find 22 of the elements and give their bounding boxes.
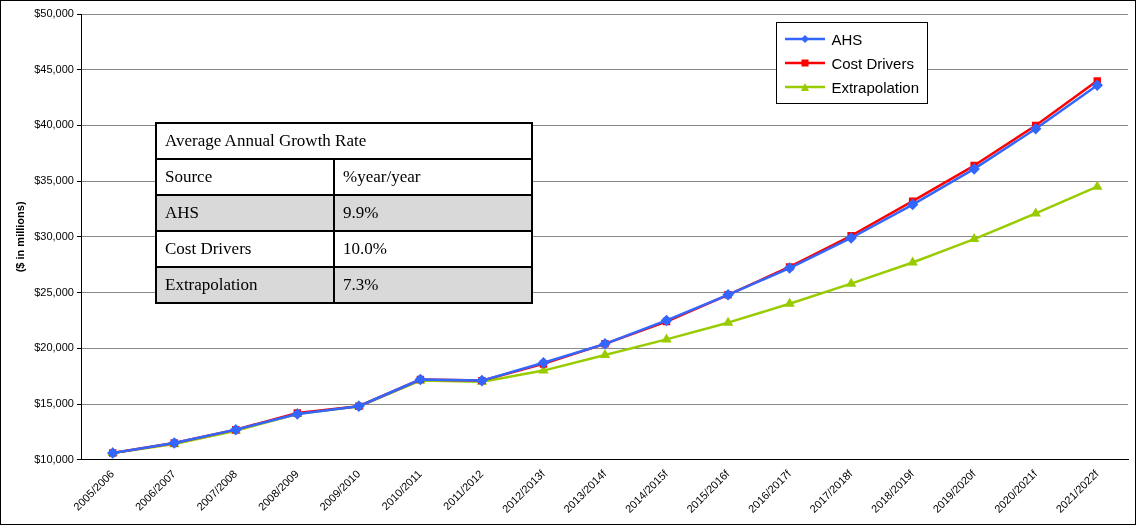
annotation: Cost Drivers xyxy=(156,231,334,267)
annotation: AHS xyxy=(156,195,334,231)
y-tick-label: $45,000 xyxy=(34,62,74,75)
y-tick-label: $30,000 xyxy=(34,229,74,242)
y-axis-title: ($ in millions) xyxy=(13,201,26,273)
legend-label: Extrapolation xyxy=(831,78,919,96)
annotation: 9.9% xyxy=(334,195,532,231)
y-tick-label: $50,000 xyxy=(34,7,74,20)
y-tick-label: $15,000 xyxy=(34,397,74,410)
annotation: %year/year xyxy=(334,159,532,195)
y-tick-label: $10,000 xyxy=(34,452,74,465)
annotation: 7.3% xyxy=(334,267,532,303)
annotation: Source xyxy=(156,159,334,195)
legend-label: Cost Drivers xyxy=(831,54,914,72)
y-tick-label: $40,000 xyxy=(34,118,74,131)
legend-label: AHS xyxy=(831,30,863,48)
annotation: Extrapolation xyxy=(156,267,334,303)
annotation: 10.0% xyxy=(334,231,532,267)
annotation: Average Annual Growth Rate xyxy=(156,123,532,159)
y-tick-label: $20,000 xyxy=(34,341,74,354)
y-tick-label: $25,000 xyxy=(34,285,74,298)
y-tick-label: $35,000 xyxy=(34,174,74,187)
